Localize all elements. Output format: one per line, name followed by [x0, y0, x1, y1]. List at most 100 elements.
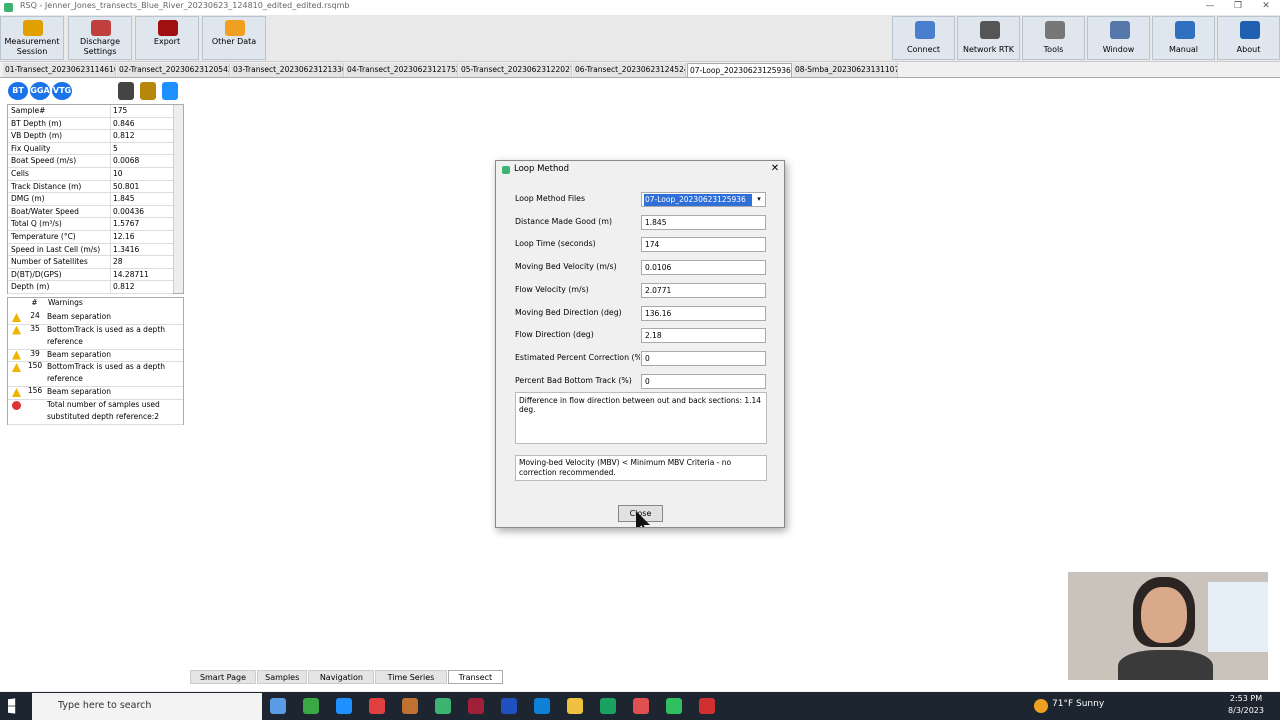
field-value: 136.16 — [645, 308, 672, 318]
taskbar-app-icon[interactable] — [435, 698, 451, 714]
file-tab[interactable]: 07-Loop_20230623125936 — [687, 63, 792, 77]
field-input[interactable]: 174 — [641, 237, 766, 253]
webcam-feed — [1068, 572, 1268, 680]
table-value: 28 — [111, 256, 173, 269]
taskbar-app-icon[interactable] — [501, 698, 517, 714]
file-tab[interactable]: 04-Transect_20230623121752 — [345, 63, 458, 77]
view-tab[interactable]: Transect — [447, 670, 504, 684]
table-value: 1.5767 — [111, 218, 173, 231]
file-tab[interactable]: 01-Transect_20230623114610 — [3, 63, 116, 77]
taskbar-app-icon[interactable] — [699, 698, 715, 714]
warning-text: BottomTrack is used as a depth reference — [47, 362, 166, 383]
table-value: 0.846 — [111, 118, 173, 131]
field-label: Percent Bad Bottom Track (%) — [515, 375, 632, 385]
toolbar-button[interactable]: Export — [135, 16, 199, 60]
taskbar-app-icon[interactable] — [369, 698, 385, 714]
view-tab[interactable]: Smart Page — [190, 670, 256, 684]
row-divider — [8, 398, 183, 400]
dialog-close[interactable]: ✕ — [770, 163, 780, 174]
scrollbar[interactable] — [173, 105, 183, 293]
field-input[interactable]: 0.0106 — [641, 260, 766, 276]
sensor-icon[interactable]: VTG — [52, 82, 72, 100]
table-value: 12.16 — [111, 231, 173, 244]
view-tab[interactable]: Time Series — [375, 670, 447, 684]
table-value: 10 — [111, 168, 173, 181]
field-input[interactable]: 0 — [641, 350, 766, 366]
taskbar-app-icon[interactable] — [402, 698, 418, 714]
field-input[interactable]: 2.18 — [641, 328, 766, 344]
button-icon — [1109, 21, 1130, 39]
warnings-header: Warnings — [48, 298, 83, 307]
file-tab[interactable]: 08-Smba_20230623131107 — [793, 63, 898, 77]
taskbar-app-icon[interactable] — [633, 698, 649, 714]
taskbar-app-icon[interactable] — [600, 698, 616, 714]
taskbar-app-icon[interactable] — [567, 698, 583, 714]
view-tab[interactable]: Navigation — [308, 670, 375, 684]
toolbar-button[interactable]: Network RTK — [957, 16, 1020, 60]
button-icon — [23, 20, 43, 36]
warning-text: BottomTrack is used as a depth reference — [47, 324, 166, 346]
tool-icon[interactable] — [140, 82, 156, 100]
file-tab[interactable]: 05-Transect_20230623122027 — [459, 63, 572, 77]
sensor-icon[interactable]: GGA — [30, 82, 50, 100]
table-label: VB Depth (m) — [8, 130, 111, 143]
row-divider — [8, 386, 183, 387]
weather-text[interactable]: 71°F Sunny — [1052, 699, 1105, 709]
field-input[interactable]: 136.16 — [641, 305, 766, 321]
field-input[interactable]: 2.0771 — [641, 282, 766, 298]
button-label: Tools — [1043, 45, 1064, 54]
field-input[interactable]: 1.845 — [641, 214, 766, 230]
table-label: Cells — [8, 168, 111, 181]
button-icon — [225, 20, 245, 36]
sensor-icon[interactable]: BT — [8, 82, 28, 100]
file-tab[interactable]: 06-Transect_20230623124524 — [573, 63, 686, 77]
taskbar-app-icon[interactable] — [534, 698, 550, 714]
file-dropdown[interactable]: 07-Loop_20230623125936 ▾ — [641, 192, 766, 207]
window-control[interactable]: ✕ — [1262, 1, 1270, 11]
table-value: 1.845 — [111, 193, 173, 206]
search-box[interactable]: Type here to search — [32, 693, 262, 720]
table-value: 0.812 — [111, 130, 173, 143]
warning-icon — [12, 363, 21, 372]
warning-icon — [12, 400, 21, 410]
toolbar-button[interactable]: Other Data — [202, 16, 266, 60]
taskbar-app-icon[interactable] — [303, 698, 319, 714]
field-label: Estimated Percent Correction (%) — [515, 352, 640, 362]
field-label: Distance Made Good (m) — [515, 216, 612, 226]
view-tab[interactable]: Samples — [257, 670, 308, 684]
tool-icon[interactable] — [118, 82, 134, 100]
row-divider — [8, 323, 183, 325]
table-label: BT Depth (m) — [8, 117, 111, 131]
button-icon — [1174, 21, 1195, 39]
button-label: Export — [153, 37, 181, 46]
window-control[interactable]: ❐ — [1233, 1, 1243, 11]
field-value: 0.0106 — [645, 263, 672, 273]
table-label: Depth (m) — [8, 281, 111, 294]
row-divider — [8, 348, 183, 350]
file-tab[interactable]: 03-Transect_20230623121330 — [231, 63, 344, 77]
clock-date[interactable]: 8/3/2023 — [1228, 706, 1264, 715]
dialog-icon — [502, 166, 510, 174]
taskbar-app-icon[interactable] — [666, 698, 682, 714]
toolbar-button[interactable]: Measurement Session — [0, 16, 64, 60]
taskbar-app-icon[interactable] — [270, 698, 286, 714]
field-label: Loop Time (seconds) — [515, 239, 596, 249]
window-control[interactable]: — — [1205, 1, 1215, 11]
toolbar-button[interactable]: Manual — [1152, 16, 1215, 60]
taskbar-app-icon[interactable] — [336, 698, 352, 714]
dropdown-arrow[interactable]: ▾ — [757, 195, 761, 203]
clock-time[interactable]: 2:53 PM — [1229, 694, 1263, 703]
tool-icon[interactable] — [162, 82, 178, 100]
toolbar-button[interactable]: Tools — [1022, 16, 1085, 60]
toolbar-button[interactable]: Discharge Settings — [68, 16, 132, 60]
warnings-header: # — [31, 298, 38, 307]
button-label: Measurement Session — [4, 37, 60, 56]
weather-icon[interactable] — [1034, 699, 1048, 713]
toolbar-button[interactable]: Window — [1087, 16, 1150, 60]
field-input[interactable]: 0 — [641, 373, 766, 389]
taskbar-app-icon[interactable] — [468, 698, 484, 714]
file-tab[interactable]: 02-Transect_20230623120543 — [117, 63, 230, 77]
toolbar-button[interactable]: About — [1217, 16, 1280, 60]
search-text: Type here to search — [58, 700, 152, 711]
toolbar-button[interactable]: Connect — [892, 16, 955, 60]
